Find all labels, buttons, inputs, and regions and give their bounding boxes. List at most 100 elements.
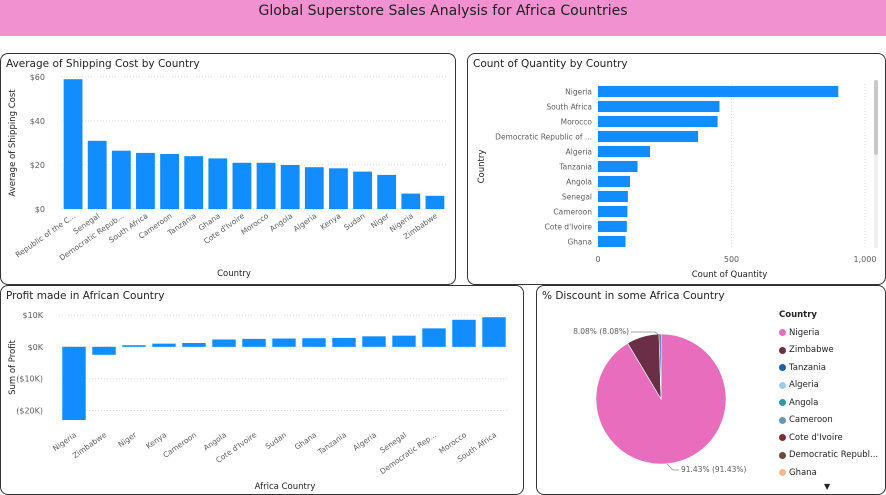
y-axis-title: Country — [477, 150, 487, 184]
bar — [242, 338, 266, 347]
legend-item[interactable]: Zimbabwe — [779, 342, 878, 360]
x-tick-label: Sudan — [342, 211, 367, 232]
legend-label: Angola — [789, 397, 819, 408]
x-axis-title: Country — [217, 269, 251, 279]
bar — [401, 193, 421, 209]
bar — [62, 346, 86, 420]
legend-label: Democratic Republ... — [789, 450, 879, 461]
x-tick-label: 1,000 — [854, 255, 877, 264]
x-tick-label: Kenya — [319, 211, 343, 232]
bar — [482, 317, 506, 347]
legend-item[interactable]: Tanzania — [779, 359, 878, 377]
y-tick-label: Angola — [566, 178, 592, 187]
y-tick-label: $0 — [35, 205, 45, 214]
chart-scrollbar[interactable] — [874, 80, 878, 248]
y-tick-label: $40 — [30, 117, 45, 126]
legend-marker — [779, 416, 786, 424]
y-tick-label: Algeria — [566, 148, 592, 157]
shipping-chart-title: Average of Shipping Cost by Country — [6, 58, 200, 70]
y-tick-label: ($10K) — [16, 375, 43, 384]
leader-line — [666, 463, 679, 471]
legend-label: Ghana — [789, 467, 817, 478]
legend-item[interactable]: Democratic Republ... — [779, 447, 878, 465]
bar — [152, 343, 176, 347]
y-tick-label: Tanzania — [558, 163, 592, 172]
bar — [362, 336, 386, 347]
bar — [598, 175, 631, 188]
y-tick-label: Democratic Republic of ... — [495, 133, 592, 142]
legend-marker — [779, 451, 786, 459]
bar — [232, 162, 252, 209]
legend-item[interactable]: Ghana — [779, 464, 878, 482]
legend-item[interactable]: Cameroon — [779, 412, 878, 430]
bar — [598, 130, 699, 143]
bar — [256, 162, 276, 209]
bar — [452, 319, 476, 347]
x-tick-label: Tanzania — [315, 430, 348, 457]
bar — [377, 174, 397, 209]
profit-chart-title: Profit made in African Country — [6, 290, 165, 302]
legend-marker — [779, 399, 786, 407]
legend-item[interactable]: Angola — [779, 394, 878, 412]
bar — [598, 190, 628, 203]
legend-label: Tanzania — [789, 362, 827, 373]
x-tick-label: Democratic Rep... — [378, 430, 438, 476]
legend-item[interactable]: Cote d'Ivoire — [779, 429, 878, 447]
legend-label: Cote d'Ivoire — [789, 432, 843, 443]
quantity-chart-title: Count of Quantity by Country — [473, 58, 628, 70]
bar — [111, 150, 131, 209]
x-tick-label: Kenya — [144, 430, 168, 451]
x-tick-label: Algeria — [351, 430, 378, 452]
profit-chart-panel[interactable]: $10K $0K ($10K) ($20K) Nigeria Zimbabwe Niger K… — [0, 285, 524, 495]
x-tick-label: Sudan — [264, 430, 289, 451]
bar — [122, 345, 146, 347]
x-tick-label: Morocco — [239, 211, 270, 237]
bar — [63, 79, 83, 209]
shipping-cost-chart-panel[interactable]: $0 $20 $40 $60 Republic of the C... Senegal De… — [0, 53, 456, 285]
bar — [92, 346, 116, 355]
bar — [302, 338, 326, 347]
legend-label: Cameroon — [789, 415, 833, 426]
y-tick-label: Morocco — [561, 118, 593, 127]
x-tick-label: 0 — [595, 255, 600, 264]
legend-marker — [779, 434, 786, 442]
bar — [392, 335, 416, 347]
legend-marker — [779, 346, 786, 354]
bar — [182, 343, 206, 347]
bar — [304, 167, 324, 209]
y-tick-label: $20 — [30, 161, 45, 170]
discount-legend: Country Nigeria Zimbabwe Tanzania Algeria An… — [779, 310, 878, 491]
discount-chart-title: % Discount in some Africa Country — [542, 290, 725, 302]
data-label: 8.08% (8.08%) — [573, 327, 629, 336]
bar — [212, 339, 236, 347]
legend-item[interactable]: Nigeria — [779, 324, 878, 342]
quantity-chart-panel[interactable]: 0 500 1,000 Nigeria South Africa Morocco Democ… — [467, 53, 886, 285]
legend-scroll-down-icon[interactable]: ▼ — [824, 482, 831, 491]
y-tick-label: Cote d'Ivoire — [545, 223, 593, 232]
y-tick-label: Ghana — [567, 238, 592, 247]
bar — [160, 154, 179, 209]
data-label: 91.43% (91.43%) — [681, 465, 747, 474]
x-tick-label: Cameroon — [161, 430, 198, 460]
leader-line — [631, 331, 660, 336]
x-tick-label: Zimbabwe — [71, 430, 109, 460]
x-tick-label: Ghana — [293, 430, 318, 451]
y-tick-label: $0K — [28, 343, 44, 352]
legend-item[interactable]: Algeria — [779, 377, 878, 395]
scrollbar-thumb[interactable] — [874, 80, 878, 155]
y-tick-label: Nigeria — [565, 88, 592, 97]
legend-label: Algeria — [789, 380, 819, 391]
y-tick-label: Senegal — [562, 193, 592, 202]
discount-chart-panel[interactable]: 8.08% (8.08%) 91.43% (91.43%) % Discount … — [536, 285, 886, 495]
bar — [598, 160, 638, 173]
bar — [598, 115, 718, 128]
y-tick-label: $10K — [22, 311, 43, 320]
x-tick-label: Angola — [202, 430, 228, 452]
bar — [332, 337, 356, 347]
bar — [425, 195, 445, 209]
bar — [422, 328, 446, 347]
dashboard-header: Global Superstore Sales Analysis for Afr… — [0, 0, 886, 36]
bar — [329, 168, 348, 209]
